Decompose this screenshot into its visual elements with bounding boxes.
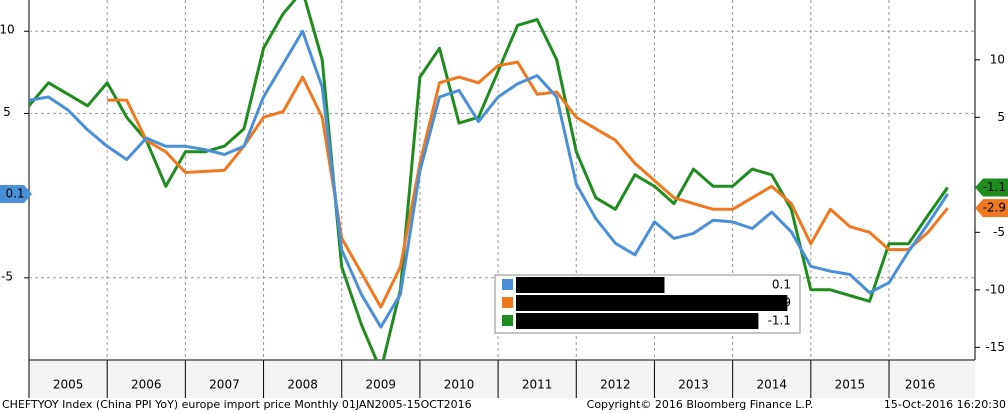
y-tick-label: 5 [3,105,11,119]
x-tick-label: 2009 [366,378,397,392]
y2-tick-label: 10 [990,52,1005,66]
series-line [29,29,949,329]
value-flag-label: -2.9 [983,201,1006,215]
legend-value: 0.1 [772,278,791,292]
x-tick-label: 2011 [522,378,553,392]
series-line [29,0,949,360]
legend-text-bg [516,313,759,329]
value-flag-label: 0.1 [5,186,24,200]
x-tick-label: 2007 [209,378,240,392]
value-flag [975,178,1008,197]
x-tick-label: 2015 [835,378,866,392]
x-tick-label: 2010 [444,378,475,392]
legend-text-bg [516,295,788,311]
legend-label: U.S. Import Price Index y/y% (R1) [518,314,756,328]
legend-label: Eurozone Import Price Index y/y% (R1) [518,296,785,310]
x-axis-band [29,360,975,398]
y2-tick-label: -15 [985,340,1005,354]
x-tick-label: 2014 [756,378,787,392]
footer-left: CHEFTYOY Index (China PPI YoY) europe im… [2,398,472,411]
legend-text-bg [516,277,665,293]
value-flag [975,199,1008,218]
x-tick-label: 2005 [53,378,84,392]
legend-value: -2.9 [768,296,791,310]
plot [29,0,949,360]
footer-center: Copyright© 2016 Bloomberg Finance L.P. [587,398,814,411]
y2-tick-label: -5 [993,225,1005,239]
footer-right: 15-Oct-2016 16:20:30 [884,398,1006,411]
x-tick-label: 2016 [905,378,936,392]
x-tick-label: 2012 [600,378,631,392]
value-flag [0,184,32,203]
value-flag-label: -1.1 [983,180,1006,194]
y2-tick-label: -10 [985,282,1005,296]
y-tick-label: -5 [1,269,13,283]
legend-swatch [502,279,513,290]
y2-tick-label: 5 [997,110,1005,124]
x-tick-label: 2006 [131,378,162,392]
legend-swatch [502,315,513,326]
legend-swatch [502,297,513,308]
legend-value: -1.1 [768,314,791,328]
x-tick-label: 2008 [287,378,318,392]
y-tick-label: 10 [0,23,15,37]
x-tick-label: 2013 [678,378,709,392]
legend-label: China PPI y/y % (L1) [518,278,663,292]
